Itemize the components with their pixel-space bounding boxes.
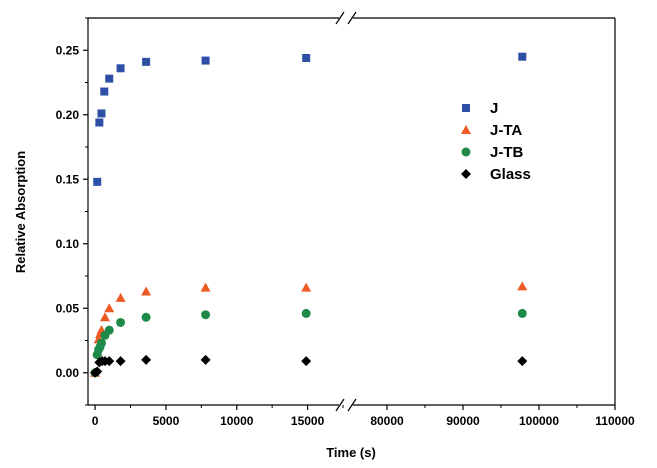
y-tick-label: 0.10 [56, 237, 80, 251]
data-point [301, 356, 312, 367]
legend-label: J [490, 100, 498, 117]
data-point [200, 354, 211, 365]
data-point [96, 338, 106, 348]
plot-frame [87, 11, 616, 412]
data-point [302, 53, 311, 62]
y-tick-label: 0.20 [56, 108, 80, 122]
data-point [104, 356, 115, 367]
series-j [93, 52, 527, 186]
data-point [104, 303, 115, 313]
data-point [115, 292, 126, 302]
axis-break-mark [347, 11, 357, 25]
data-point [100, 87, 109, 96]
series-glass [90, 354, 528, 378]
y-tick-label: 0.00 [56, 366, 80, 380]
data-point [116, 64, 125, 73]
x-tick-label: 110000 [595, 414, 635, 428]
axis-break-mark [335, 398, 345, 412]
axis-break-mark [335, 11, 345, 25]
x-axis: 0 5000 10000 15000 80000 90000 100000 110000 [92, 405, 635, 428]
data-point [517, 308, 527, 318]
y-tick-label: 0.15 [56, 172, 80, 186]
axis-break-mark [347, 398, 357, 412]
y-tick-label: 0.25 [56, 43, 80, 57]
data-point [301, 308, 311, 318]
x-tick-label: 90000 [446, 414, 480, 428]
legend-marker [461, 125, 471, 134]
series-j-tb [90, 308, 527, 378]
data-point [517, 356, 528, 367]
legend: J J-TA J-TB Glass [461, 100, 531, 183]
data-point [301, 282, 312, 292]
legend-label: J-TB [490, 144, 524, 161]
data-point [201, 310, 211, 320]
x-tick-label: 80000 [370, 414, 404, 428]
data-point [116, 317, 126, 327]
y-axis: 0.00 0.05 0.10 0.15 0.20 0.25 [56, 17, 88, 406]
data-point [115, 356, 126, 367]
data-point [100, 312, 110, 322]
y-tick-label: 0.05 [56, 301, 80, 315]
data-points [90, 52, 528, 378]
legend-marker [461, 147, 471, 157]
x-axis-title: Time (s) [326, 445, 376, 460]
data-point [201, 56, 210, 65]
x-tick-label: 10000 [220, 414, 254, 428]
x-tick-label: 15000 [291, 414, 325, 428]
legend-label: Glass [490, 166, 531, 183]
data-point [97, 109, 106, 118]
data-point [142, 57, 151, 66]
data-point [518, 52, 527, 61]
data-point [93, 177, 102, 186]
x-tick-label: 100000 [519, 414, 559, 428]
legend-label: J-TA [490, 122, 522, 139]
x-tick-label: 5000 [153, 414, 180, 428]
data-point [95, 118, 104, 127]
x-tick-label: 0 [92, 414, 99, 428]
data-point [141, 354, 152, 365]
legend-marker [462, 104, 470, 112]
legend-marker [461, 169, 471, 179]
data-point [200, 282, 211, 292]
data-point [105, 74, 114, 83]
data-point [92, 366, 103, 377]
data-point [141, 312, 151, 322]
y-axis-title: Relative Absorption [13, 151, 28, 273]
data-point [141, 286, 152, 296]
data-point [104, 325, 114, 335]
data-point [517, 281, 528, 291]
